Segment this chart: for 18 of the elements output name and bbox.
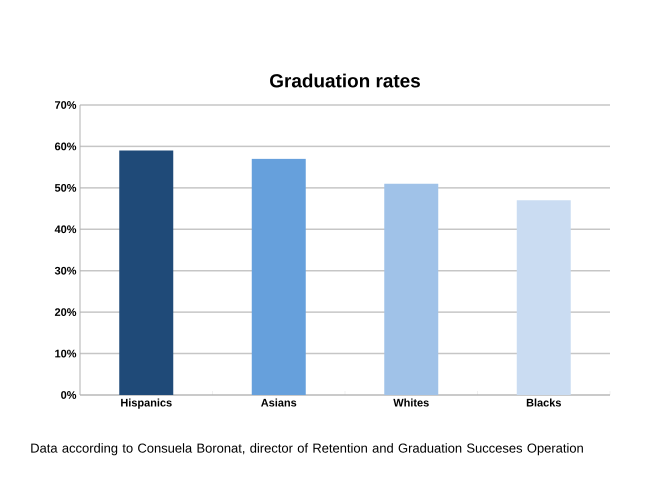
y-tick-label: 50% [54,184,76,192]
x-tick-label: Whites [393,398,429,407]
y-tick-label: 70% [55,101,76,109]
text: Data according to Consuela Boronat, director of Retention and Graduation Succeses Operation [31,443,583,456]
bar [119,150,174,395]
y-tick-label: 10% [55,350,76,358]
y-tick-label: 0% [61,391,76,399]
y-tick-label: 30% [54,266,76,275]
bar [516,200,571,395]
x-tick-label: Hispanics [121,398,172,409]
bar [384,184,438,395]
y-tick-label: 20% [54,308,76,316]
y-tick-label: 60% [54,142,76,150]
x-tick-label: Blacks [526,398,561,407]
x-tick-label: Asians [261,398,296,407]
y-tick-label: 40% [54,225,76,234]
chart-title: Graduation rates [270,74,420,88]
bar [252,158,306,395]
